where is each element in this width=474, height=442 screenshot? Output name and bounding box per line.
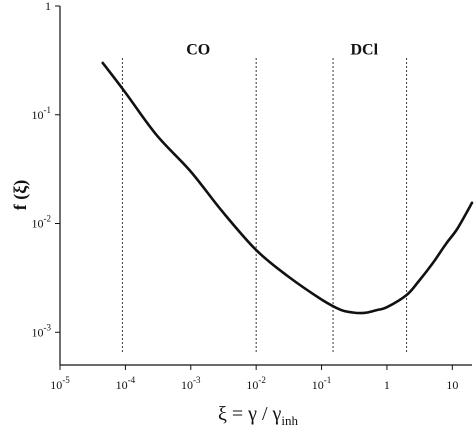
x-tick-label-exp-1: -4 xyxy=(128,375,136,385)
region-label-1: DCl xyxy=(350,41,378,58)
x-tick-label-6: 10 xyxy=(446,378,458,392)
x-tick-label-2: 10-3 xyxy=(181,375,201,392)
series-line-0 xyxy=(101,61,474,315)
y-tick-label-exp-2: -1 xyxy=(44,105,52,115)
y-tick-label-1: 10-2 xyxy=(32,214,52,231)
y-tick-label-base-1: 10 xyxy=(32,217,44,231)
x-tick-label-5: 1 xyxy=(384,378,390,392)
x-tick-label-base-6: 10 xyxy=(446,378,458,392)
x-tick-label-base-4: 10 xyxy=(312,378,324,392)
y-tick-label-2: 10-1 xyxy=(32,105,52,122)
y-tick-label-base-0: 10 xyxy=(32,325,44,339)
x-axis-title-sub: inh xyxy=(281,413,298,428)
y-tick-label-exp-0: -3 xyxy=(44,322,52,332)
x-tick-label-exp-0: -5 xyxy=(62,375,70,385)
x-axis-title-main: ξ = γ / γ xyxy=(218,403,282,425)
y-tick-label-0: 10-3 xyxy=(32,322,52,339)
x-axis-title: ξ = γ / γinh xyxy=(218,403,299,428)
y-tick-label-base-2: 10 xyxy=(32,108,44,122)
x-tick-label-base-1: 10 xyxy=(116,378,128,392)
y-tick-label-3: 1 xyxy=(45,0,51,13)
series-layer xyxy=(101,61,474,315)
x-tick-label-exp-3: -2 xyxy=(258,375,266,385)
y-axis-title: f (ξ) xyxy=(10,180,31,211)
y-tick-label-exp-1: -2 xyxy=(44,214,52,224)
x-tick-label-3: 10-2 xyxy=(246,375,266,392)
x-tick-label-base-0: 10 xyxy=(50,378,62,392)
x-tick-label-base-2: 10 xyxy=(181,378,193,392)
x-tick-label-exp-4: -1 xyxy=(324,375,332,385)
region-label-0: CO xyxy=(186,41,210,58)
x-tick-label-exp-2: -3 xyxy=(193,375,201,385)
vline-layer xyxy=(121,58,408,353)
y-tick-label-base-3: 1 xyxy=(45,0,51,13)
annot-layer: CO DCl xyxy=(186,41,378,58)
x-tick-label-base-3: 10 xyxy=(246,378,258,392)
x-tick-label-4: 10-1 xyxy=(312,375,332,392)
x-tick-label-base-5: 1 xyxy=(384,378,390,392)
x-tick-label-0: 10-5 xyxy=(50,375,70,392)
x-tick-label-1: 10-4 xyxy=(116,375,136,392)
y-axis-title-text: f (ξ) xyxy=(10,180,31,211)
